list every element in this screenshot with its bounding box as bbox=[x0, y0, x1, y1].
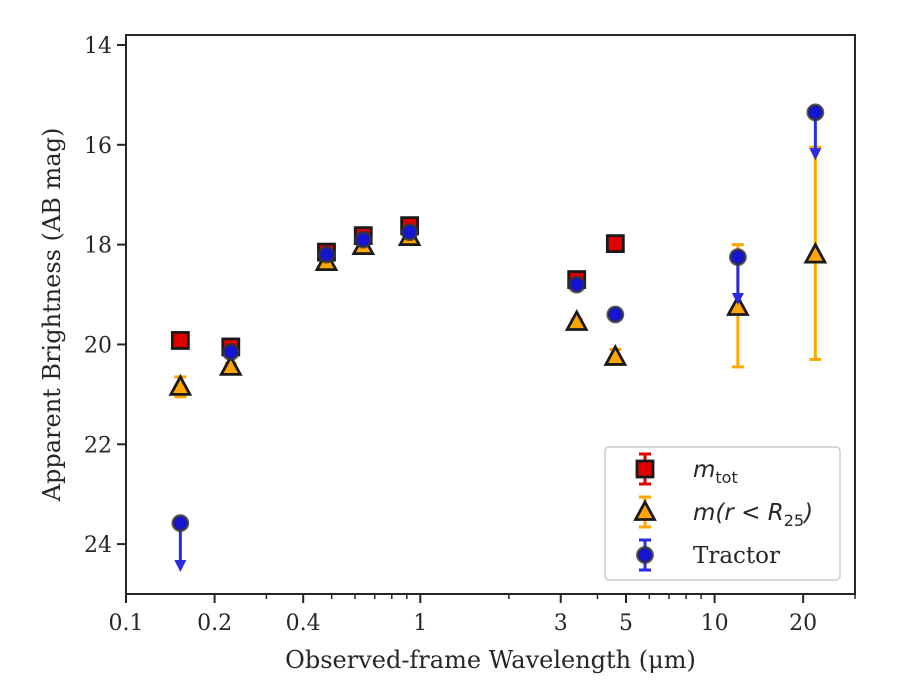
circle-marker bbox=[400, 223, 419, 242]
legend-square-marker bbox=[635, 459, 655, 479]
legend-box bbox=[604, 446, 841, 581]
y-tick-label: 24 bbox=[84, 533, 112, 558]
data-point bbox=[171, 514, 190, 573]
series-circle bbox=[171, 103, 825, 573]
series-layer bbox=[168, 103, 828, 573]
data-point bbox=[354, 230, 373, 249]
data-point bbox=[564, 309, 589, 331]
plot-frame bbox=[125, 34, 856, 595]
circle-marker bbox=[567, 275, 586, 294]
y-tick-label: 16 bbox=[84, 134, 112, 159]
legend-item: Tractor bbox=[636, 538, 780, 572]
x-tick-label: 5 bbox=[619, 611, 633, 636]
series-triangle bbox=[168, 145, 828, 399]
data-point bbox=[170, 331, 190, 350]
circle-marker bbox=[221, 343, 240, 361]
triangle-marker bbox=[603, 343, 628, 366]
legend: mtot m(r < R25) Tractor bbox=[604, 446, 841, 581]
legend-label: m(r < R25) bbox=[693, 500, 813, 530]
data-point bbox=[806, 103, 825, 161]
data-point bbox=[567, 275, 586, 294]
circle-marker bbox=[317, 245, 336, 264]
triangle-marker bbox=[218, 353, 243, 376]
legend-label: mtot bbox=[693, 457, 738, 487]
circle-marker bbox=[171, 514, 190, 533]
tick-labels: 0.1 0.2 0.4 1 3 5 10 20 14 16 18 20 22 24 bbox=[84, 34, 817, 636]
circle-marker bbox=[806, 103, 825, 122]
data-point bbox=[168, 373, 193, 399]
x-axis-label: Observed-frame Wavelength (μm) bbox=[285, 646, 696, 674]
series-square bbox=[170, 216, 625, 357]
data-point bbox=[605, 234, 625, 254]
data-point bbox=[317, 245, 336, 264]
x-tick-label: 1 bbox=[413, 611, 427, 636]
limit-arrow-head bbox=[174, 560, 187, 573]
major-ticks bbox=[117, 43, 805, 603]
data-point bbox=[218, 353, 243, 376]
data-point bbox=[803, 145, 828, 361]
square-marker bbox=[170, 331, 190, 350]
limit-arrow-head bbox=[731, 293, 744, 306]
triangle-marker bbox=[803, 241, 828, 264]
legend-circle-marker bbox=[636, 546, 654, 564]
data-point bbox=[221, 343, 240, 361]
x-tick-label: 3 bbox=[554, 611, 568, 636]
y-tick-label: 20 bbox=[84, 333, 112, 358]
x-tick-label: 20 bbox=[789, 611, 817, 636]
data-point bbox=[606, 305, 625, 324]
legend-item: m(r < R25) bbox=[633, 495, 813, 530]
circle-marker bbox=[728, 248, 747, 267]
triangle-marker bbox=[168, 373, 193, 396]
x-tick-label: 0.2 bbox=[197, 611, 232, 636]
data-point bbox=[603, 343, 628, 366]
x-tick-label: 0.4 bbox=[286, 611, 321, 636]
legend-triangle-marker bbox=[633, 499, 657, 521]
y-tick-label: 14 bbox=[84, 34, 112, 59]
legend-label: Tractor bbox=[693, 543, 780, 569]
y-axis-label: Apparent Brightness (AB mag) bbox=[38, 128, 66, 503]
circle-marker bbox=[606, 305, 625, 324]
triangle-marker bbox=[564, 309, 589, 331]
x-tick-label: 0.1 bbox=[109, 611, 144, 636]
x-tick-label: 10 bbox=[701, 611, 729, 636]
y-tick-label: 18 bbox=[84, 234, 112, 259]
data-point bbox=[728, 248, 747, 306]
circle-marker bbox=[354, 230, 373, 249]
y-tick-label: 22 bbox=[84, 433, 112, 458]
legend-item: mtot bbox=[635, 452, 738, 487]
limit-arrow-head bbox=[809, 148, 822, 161]
data-point bbox=[400, 223, 419, 242]
triangle-marker bbox=[726, 294, 750, 316]
square-marker bbox=[605, 234, 625, 254]
